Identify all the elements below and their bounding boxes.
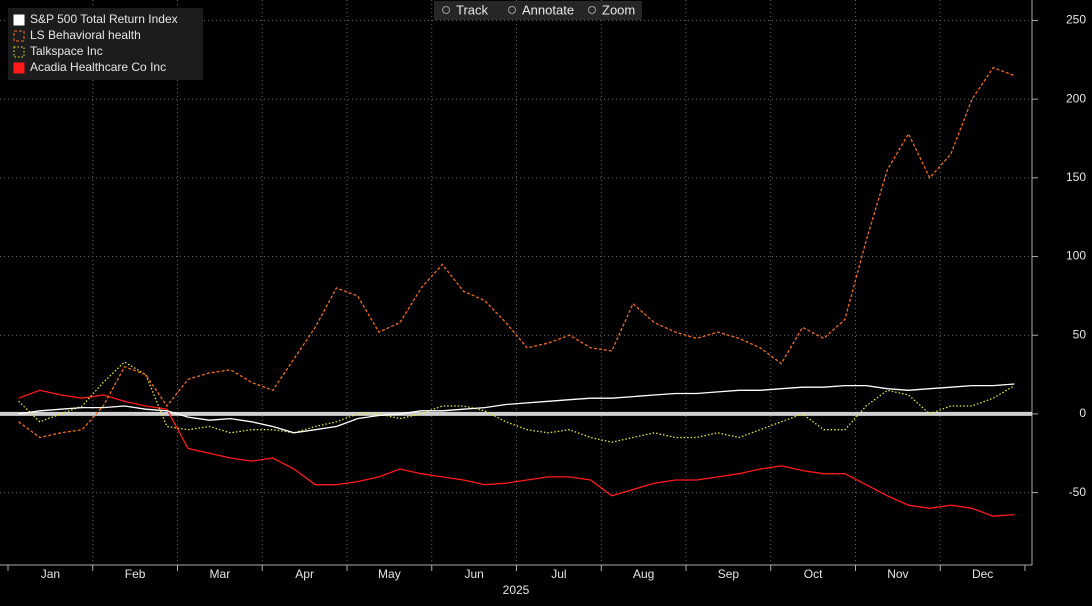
toolbar-button[interactable]: Track: [442, 2, 489, 17]
series-line: [18, 383, 1015, 434]
toolbar-button[interactable]: Zoom: [588, 2, 636, 17]
legend-box: [8, 8, 203, 80]
toolbar-button[interactable]: Annotate: [508, 2, 575, 17]
series-line: [18, 389, 1015, 517]
toolbar-label[interactable]: Track: [456, 2, 489, 17]
toolbar-icon: [508, 6, 516, 14]
legend-swatch: [13, 30, 25, 42]
x-tick-label: Oct: [804, 567, 823, 581]
y-tick-label: -50: [1069, 485, 1087, 499]
x-axis-label: 2025: [503, 583, 530, 597]
x-tick-label: Jan: [41, 567, 60, 581]
x-tick-label: Apr: [295, 567, 314, 581]
x-tick-label: Aug: [633, 567, 654, 581]
y-tick-label: 0: [1079, 406, 1086, 420]
x-tick-label: May: [378, 567, 401, 581]
legend-label: Acadia Healthcare Co Inc: [30, 60, 166, 74]
toolbar: [434, 1, 642, 20]
y-tick-label: 100: [1066, 249, 1086, 263]
toolbar-label[interactable]: Annotate: [522, 2, 574, 17]
x-tick-label: Feb: [125, 567, 146, 581]
legend-swatch: [13, 46, 25, 58]
legend-swatch: [13, 62, 25, 74]
y-tick-label: 250: [1066, 13, 1086, 27]
legend-label: S&P 500 Total Return Index: [30, 12, 178, 26]
legend-label: Talkspace Inc: [30, 44, 103, 58]
x-tick-label: Nov: [887, 567, 908, 581]
x-tick-label: Dec: [972, 567, 993, 581]
legend-swatch: [13, 14, 25, 26]
toolbar-label[interactable]: Zoom: [602, 2, 635, 17]
series-line: [18, 66, 1015, 439]
x-tick-label: Sep: [718, 567, 740, 581]
toolbar-icon: [588, 6, 596, 14]
x-tick-label: Mar: [210, 567, 231, 581]
y-tick-label: 150: [1066, 170, 1086, 184]
x-tick-label: Jun: [464, 567, 483, 581]
toolbar-icon: [442, 6, 450, 14]
series-line: [18, 361, 1015, 443]
legend-label: LS Behavioral health: [30, 28, 141, 42]
y-tick-label: 200: [1066, 91, 1086, 105]
x-tick-label: Jul: [551, 567, 566, 581]
y-tick-label: 50: [1073, 327, 1087, 341]
